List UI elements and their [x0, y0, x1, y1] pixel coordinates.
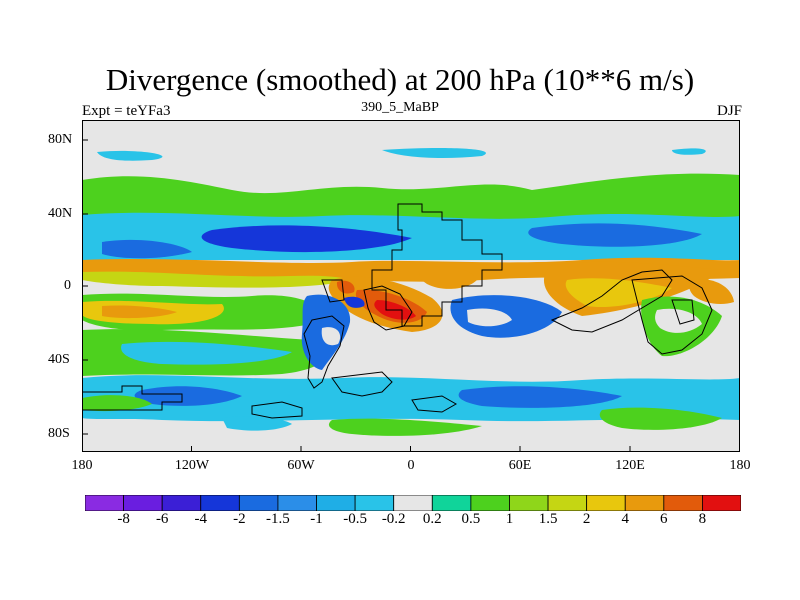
colorbar-box — [277, 495, 317, 511]
colorbar-label: -0.2 — [381, 511, 406, 527]
colorbar-box — [547, 495, 588, 511]
colorbar-box — [238, 495, 279, 511]
colorbar-label: -8 — [117, 511, 130, 527]
colorbar-label: 8 — [698, 511, 707, 527]
colorbar-box — [509, 495, 549, 511]
y-tick-40n: 40N — [48, 206, 73, 221]
colorbar-box — [161, 495, 202, 511]
x-tick-60e: 60E — [508, 458, 532, 473]
y-tick-40s: 40S — [48, 352, 70, 367]
colorbar-label: 1 — [505, 511, 514, 527]
colorbar-box — [624, 495, 665, 511]
y-tick-80s: 80S — [48, 426, 70, 441]
y-tick-80n: 80N — [48, 132, 73, 147]
experiment-label: Expt = teYFa3 — [82, 103, 171, 119]
y-tick-0: 0 — [64, 278, 71, 293]
x-tick-180e: 180 — [729, 458, 751, 473]
colorbar-label: 6 — [660, 511, 668, 527]
colorbar-box — [200, 495, 240, 511]
x-tick-120e: 120E — [615, 458, 645, 473]
colorbar-label: -4 — [194, 511, 208, 527]
colorbar-label: 0.2 — [422, 511, 442, 527]
x-tick-60w: 60W — [287, 458, 315, 473]
colorbar-label: -0.5 — [343, 511, 367, 527]
colorbar-label: -1 — [310, 511, 323, 527]
colorbar-label: -6 — [155, 511, 169, 527]
colorbar-label: -2 — [233, 511, 246, 527]
plot-title: Divergence (smoothed) at 200 hPa (10**6 … — [105, 62, 695, 97]
x-tick-180w: 180 — [71, 458, 93, 473]
colorbar-label: 4 — [621, 511, 629, 527]
colorbar-box — [663, 495, 703, 511]
colorbar-box — [470, 495, 510, 511]
colorbar-label: 1.5 — [538, 511, 558, 527]
colorbar-label: -1.5 — [266, 511, 290, 527]
colorbar-box — [431, 495, 472, 511]
colorbar-label: 0.5 — [461, 511, 481, 527]
colorbar-label: 2 — [582, 511, 591, 527]
x-tick-0: 0 — [407, 458, 415, 473]
divergence-map — [82, 120, 740, 452]
colorbar-box — [316, 495, 356, 511]
colorbar — [85, 495, 741, 511]
period-label: 390_5_MaBP — [361, 100, 439, 115]
colorbar-box — [586, 495, 626, 511]
season-label: DJF — [716, 103, 742, 119]
colorbar-box — [393, 495, 433, 511]
colorbar-box — [354, 495, 395, 511]
colorbar-box — [123, 495, 163, 511]
x-tick-120w: 120W — [174, 458, 210, 473]
colorbar-box — [702, 495, 741, 511]
colorbar-box — [85, 495, 124, 511]
